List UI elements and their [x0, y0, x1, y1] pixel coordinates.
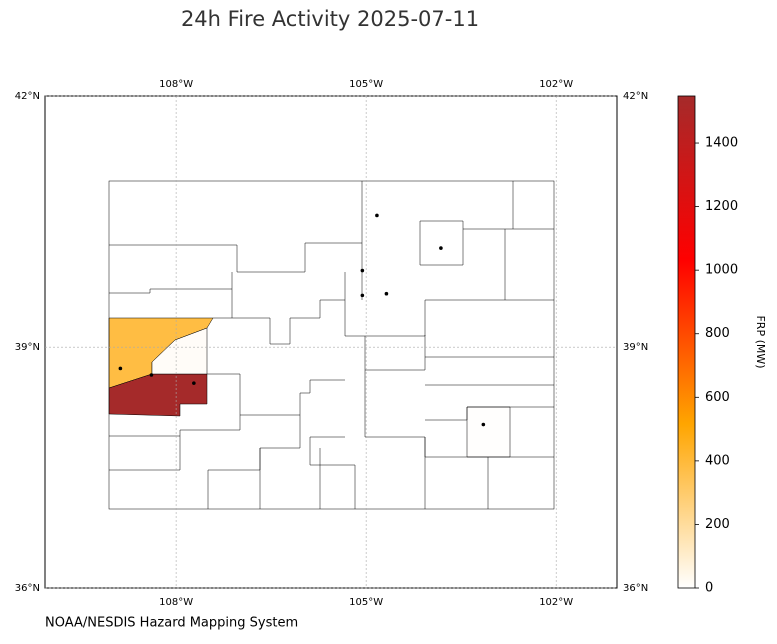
fire-point [384, 291, 389, 296]
colorbar-label: FRP (MW) [754, 315, 767, 368]
colorbar-tick-label: 1000 [705, 263, 738, 278]
y-tick-label: 36°N [15, 583, 40, 594]
source-note: NOAA/NESDIS Hazard Mapping System [45, 616, 298, 631]
y-tick-label: 36°N [623, 583, 648, 594]
region [151, 327, 208, 375]
y-tick-label: 39°N [15, 342, 40, 353]
colorbar-tick-label: 400 [705, 453, 730, 468]
x-tick-label: 105°W [349, 597, 383, 608]
title: 24h Fire Activity 2025-07-11 [181, 7, 479, 31]
y-tick-label: 42°N [623, 91, 648, 102]
colorbar-tick-label: 0 [705, 581, 713, 596]
colorbar-tick-label: 800 [705, 326, 730, 341]
x-tick-label: 108°W [159, 79, 193, 90]
x-tick-label: 108°W [159, 597, 193, 608]
colorbar-tick-label: 1400 [705, 136, 738, 151]
y-tick-label: 42°N [15, 91, 40, 102]
axes: 108°W 108°W 105°W 105°W 102°W 102°W 36°N 36°N 39… [15, 79, 648, 608]
fire-point [118, 366, 123, 371]
colorbar-tick-label: 200 [705, 517, 730, 532]
regions [108, 317, 511, 458]
fire-point [439, 246, 443, 250]
fire-point [149, 373, 154, 377]
region [466, 406, 511, 458]
fire-point [360, 293, 365, 298]
fire-point [360, 268, 365, 273]
x-tick-label: 105°W [349, 79, 383, 90]
x-tick-label: 102°W [539, 597, 573, 608]
colorbar-tick-label: 600 [705, 390, 730, 405]
x-tick-label: 102°W [539, 79, 573, 90]
county-boundaries [108, 180, 555, 510]
fire-point [481, 422, 486, 427]
fire-point [192, 381, 196, 385]
colorbar-tick-label: 1200 [705, 199, 738, 214]
colorbar [677, 95, 696, 589]
y-tick-label: 39°N [623, 342, 648, 353]
fire-point [375, 213, 379, 218]
state-outline [108, 180, 555, 510]
